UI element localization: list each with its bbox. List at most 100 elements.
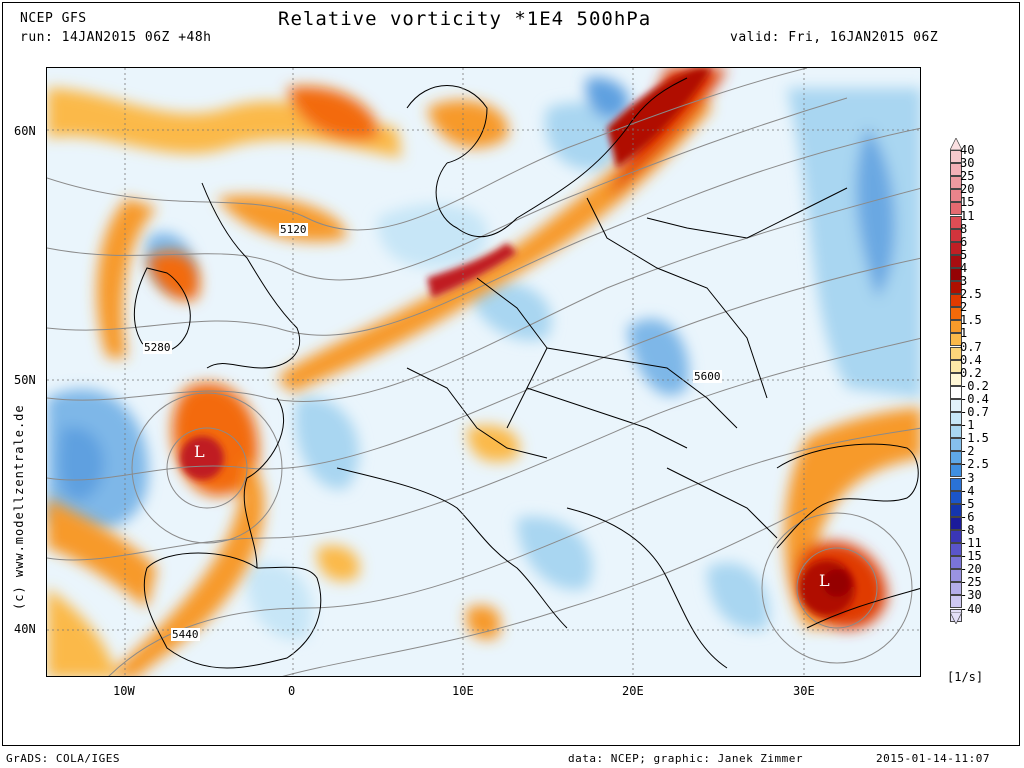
colorbar-label: 0.2 — [960, 365, 982, 380]
colorbar-swatch — [950, 477, 962, 491]
colorbar-swatch — [950, 254, 962, 268]
valid-time: valid: Fri, 16JAN2015 06Z — [730, 30, 939, 45]
colorbar-swatch — [950, 150, 962, 164]
lat-label: 50N — [14, 373, 36, 387]
colorbar-label: -25 — [960, 575, 982, 590]
colorbar-label: 11 — [960, 208, 975, 223]
colorbar-label: -11 — [960, 536, 982, 550]
run-info: run: 14JAN2015 06Z +48h — [20, 30, 212, 45]
colorbar-unit: [1/s] — [947, 670, 984, 684]
colorbar-label: -2.5 — [960, 457, 989, 472]
colorbar-label: 2.5 — [960, 287, 982, 302]
colorbar-label: -15 — [960, 549, 982, 564]
colorbar-swatch — [950, 320, 962, 334]
colorbar-swatch — [950, 425, 962, 439]
colorbar-label: 0.7 — [960, 339, 982, 354]
colorbar-swatch — [950, 490, 962, 504]
colorbar-label: 20 — [960, 182, 975, 197]
contour-label: 5600 — [693, 370, 722, 383]
colorbar-label: -0.4 — [960, 391, 989, 406]
footer-software: GrADS: COLA/IGES — [6, 752, 120, 765]
colorbar-label: -5 — [960, 496, 975, 511]
colorbar-swatch — [950, 385, 962, 399]
colorbar-label: 1 — [960, 326, 968, 341]
model-name: NCEP GFS — [20, 11, 87, 26]
colorbar-label: 25 — [960, 169, 975, 184]
colorbar-label: -40 — [960, 601, 982, 616]
colorbar-label: 6 — [960, 234, 968, 249]
figure-frame — [2, 2, 1020, 746]
lon-label: 10W — [113, 684, 135, 698]
colorbar-bottom-arrow — [950, 612, 963, 624]
colorbar-label: 40 — [960, 143, 975, 157]
colorbar-swatch — [950, 543, 962, 557]
colorbar-swatch — [950, 556, 962, 570]
chart-title: Relative vorticity *1E4 500hPa — [278, 8, 652, 30]
colorbar-label: 4 — [960, 260, 968, 275]
colorbar-swatch — [950, 464, 962, 478]
footer-timestamp: 2015-01-14-11:07 — [876, 752, 990, 765]
lon-label: 10E — [452, 684, 474, 698]
colorbar-swatch — [950, 503, 962, 517]
coastlines — [133, 77, 920, 669]
vorticity-map: 5120 5280 5440 5600 L L — [46, 67, 921, 677]
colorbar-swatch — [950, 516, 962, 530]
colorbar-label: -4 — [960, 483, 975, 498]
contour-label: 5440 — [171, 628, 200, 641]
colorbar-swatch — [950, 294, 962, 308]
colorbar-label: 15 — [960, 195, 975, 210]
colorbar-label: 30 — [960, 156, 975, 171]
lat-label: 40N — [14, 622, 36, 636]
watermark-text: (c) www.modellzentrale.de — [12, 404, 26, 610]
colorbar-label: 3 — [960, 274, 968, 288]
colorbar-top-arrow — [950, 138, 963, 150]
colorbar-swatch — [950, 228, 962, 242]
colorbar-label: -1 — [960, 418, 975, 433]
lon-label: 0 — [288, 684, 296, 698]
colorbar-label: -1.5 — [960, 431, 989, 446]
negative-vorticity-areas — [47, 77, 920, 640]
colorbar-swatch — [950, 346, 962, 360]
footer-credits: data: NCEP; graphic: Janek Zimmer — [568, 752, 804, 765]
colorbar-label: -30 — [960, 588, 982, 603]
contour-label: 5120 — [279, 223, 308, 236]
colorbar-swatch — [950, 398, 962, 412]
colorbar-label: -8 — [960, 522, 975, 537]
colorbar-swatch — [950, 438, 962, 452]
colorbar-swatch — [950, 595, 962, 609]
colorbar-swatch — [950, 359, 962, 373]
colorbar-swatch — [950, 163, 962, 177]
colorbar-swatch — [950, 333, 962, 347]
background-field — [47, 68, 920, 676]
colorbar-swatch — [950, 215, 962, 229]
lon-label: 20E — [622, 684, 644, 698]
colorbar-swatch — [950, 281, 962, 295]
low-pressure-marker: L — [194, 442, 205, 461]
colorbar-label: -6 — [960, 509, 975, 524]
colorbar-swatch — [950, 582, 962, 596]
colorbar-label: -20 — [960, 562, 982, 577]
colorbar-label: 2 — [960, 300, 968, 315]
colorbar-swatch — [950, 529, 962, 543]
colorbar-label: -0.2 — [960, 378, 989, 393]
colorbar-swatch — [950, 189, 962, 203]
colorbar-swatch — [950, 412, 962, 426]
colorbar-label: 8 — [960, 221, 968, 236]
colorbar-label: 0.4 — [960, 352, 982, 367]
colorbar-swatch — [950, 451, 962, 465]
colorbar-swatch — [950, 372, 962, 386]
colorbar-label: 5 — [960, 247, 968, 262]
colorbar-label: -0.7 — [960, 405, 989, 419]
colorbar-label: -2 — [960, 444, 975, 459]
colorbar-label: -3 — [960, 470, 975, 485]
map-canvas — [47, 68, 920, 676]
colorbar-swatch — [950, 267, 962, 281]
lon-label: 30E — [793, 684, 815, 698]
height-contours — [47, 68, 920, 676]
colorbar-swatch — [950, 307, 962, 321]
colorbar-swatch — [950, 202, 962, 216]
contour-label: 5280 — [143, 341, 172, 354]
colorbar-label: 1.5 — [960, 313, 982, 328]
lat-label: 60N — [14, 124, 36, 138]
colorbar-swatch — [950, 176, 962, 190]
